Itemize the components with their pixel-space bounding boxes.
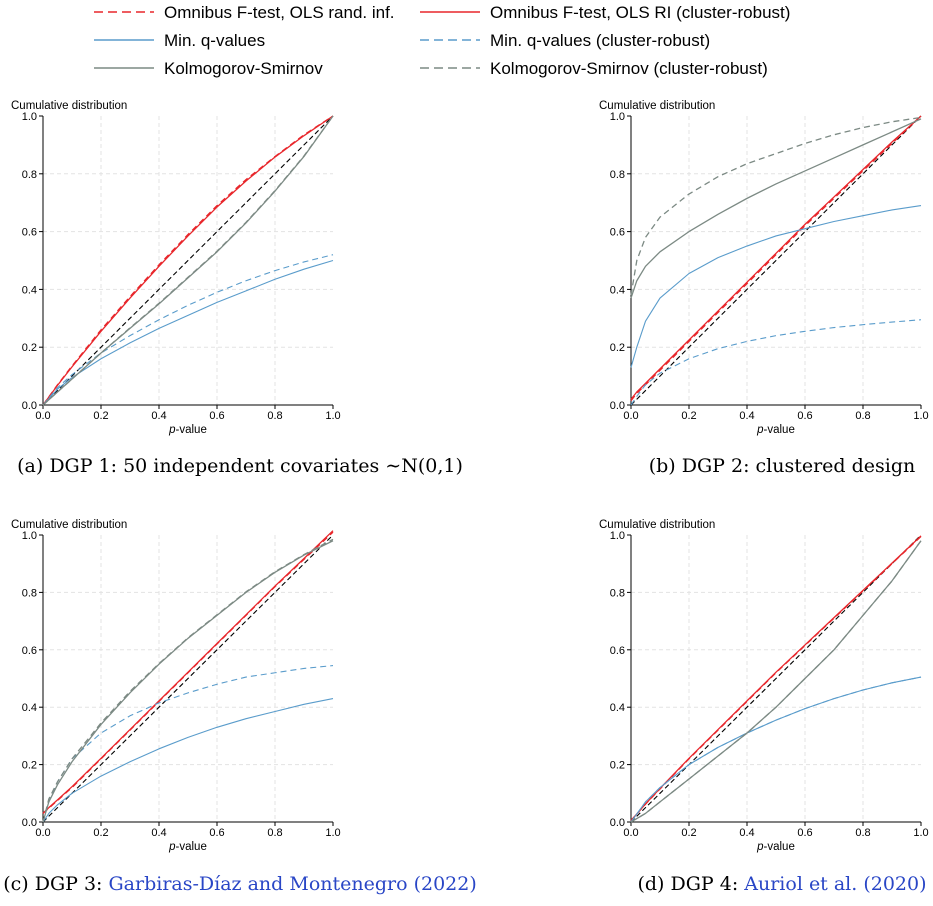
y-tick-label: 0.6 [22, 645, 37, 657]
panel-caption: (b) DGP 2: clustered design [649, 455, 916, 477]
legend-label: Kolmogorov-Smirnov [164, 59, 323, 78]
y-axis-label: Cumulative distribution [599, 519, 715, 531]
series-line-gray-dash [630, 540, 922, 823]
x-tick-label: 0.6 [209, 827, 224, 839]
y-tick-label: 0.6 [22, 227, 37, 239]
series-line-blue-solid [630, 205, 922, 368]
x-tick-label: 0.8 [267, 410, 282, 422]
x-tick-label: 1.0 [325, 827, 340, 839]
legend: Omnibus F-test, OLS rand. inf. Omnibus F-… [94, 3, 790, 78]
x-tick-label: 0.4 [151, 827, 166, 839]
chart-panel-2: 0.0 0.2 0.4 0.6 0.8 1.00.00.20.40.60.81.0Cumu… [599, 100, 929, 477]
x-tick-label: 0.4 [739, 410, 754, 422]
x-tick-label: 1.0 [913, 410, 928, 422]
citation-link[interactable]: Garbiras-Díaz and Montenegro (2022) [109, 873, 477, 895]
y-tick-label: 0.8 [610, 169, 625, 181]
series-line-gray-dash [42, 115, 334, 406]
series-line-blue-dash [630, 676, 922, 823]
panel-caption: (d) DGP 4: Auriol et al. (2020) [637, 873, 926, 895]
series-line-red-solid [630, 535, 922, 821]
x-tick-label: 0.4 [739, 827, 754, 839]
x-tick-label: 0.4 [151, 410, 166, 422]
y-tick-label: 0.8 [22, 587, 37, 599]
y-tick-label: 0.4 [610, 284, 625, 296]
series-line-diag [42, 115, 334, 406]
x-tick-label: 1.0 [325, 410, 340, 422]
y-axis-label: Cumulative distribution [11, 519, 127, 531]
x-tick-label: 0.0 [35, 410, 50, 422]
x-tick-label: 0.6 [797, 410, 812, 422]
y-tick-label: 0.0 [22, 817, 37, 829]
x-tick-label: 0.8 [267, 827, 282, 839]
x-tick-label: 0.2 [93, 827, 108, 839]
y-tick-label: 0.2 [610, 342, 625, 354]
x-tick-label: 0.2 [681, 410, 696, 422]
chart-panels: 0.0 0.2 0.4 0.6 0.8 1.00.00.20.40.60.81.0Cumu… [3, 100, 928, 895]
y-tick-label: 0.8 [610, 587, 625, 599]
chart-panel-4: 0.0 0.2 0.4 0.6 0.8 1.00.00.20.40.60.81.0Cumu… [599, 519, 929, 895]
series-line-red-solid [42, 115, 334, 406]
x-axis-label: p-value [168, 841, 207, 853]
series-line-red-solid [630, 115, 922, 400]
series-line-blue-dash [630, 319, 922, 406]
x-tick-label: 0.6 [209, 410, 224, 422]
y-tick-label: 0.4 [22, 702, 37, 714]
series-line-gray-solid [42, 540, 334, 823]
series-line-gray-solid [630, 540, 922, 823]
y-axis-label: Cumulative distribution [599, 100, 715, 112]
series-line-blue-solid [630, 676, 922, 823]
x-tick-label: 0.8 [855, 827, 870, 839]
y-tick-label: 1.0 [22, 530, 37, 542]
y-tick-label: 0.4 [22, 284, 37, 296]
x-axis-label: p-value [756, 841, 795, 853]
panel-caption: (c) DGP 3: Garbiras-Díaz and Montenegro … [3, 873, 477, 895]
chart-panel-3: 0.0 0.2 0.4 0.6 0.8 1.00.00.20.40.60.81.0Cumu… [3, 519, 477, 895]
y-tick-label: 0.0 [610, 817, 625, 829]
y-tick-label: 0.8 [22, 169, 37, 181]
x-tick-label: 1.0 [913, 827, 928, 839]
y-tick-label: 0.6 [610, 227, 625, 239]
y-tick-label: 0.6 [610, 645, 625, 657]
x-tick-label: 0.0 [623, 827, 638, 839]
y-tick-label: 0.2 [22, 760, 37, 772]
y-tick-label: 0.4 [610, 702, 625, 714]
series-line-diag [42, 534, 334, 823]
citation-link[interactable]: Auriol et al. (2020) [743, 873, 926, 895]
x-tick-label: 0.2 [93, 410, 108, 422]
panel-caption: (a) DGP 1: 50 independent covariates ∼N(… [17, 455, 463, 477]
y-axis-label: Cumulative distribution [11, 100, 127, 112]
y-tick-label: 1.0 [610, 530, 625, 542]
legend-label: Omnibus F-test, OLS RI (cluster-robust) [490, 3, 790, 22]
x-tick-label: 0.8 [855, 410, 870, 422]
series-line-blue-dash [42, 254, 334, 406]
y-tick-label: 1.0 [22, 111, 37, 123]
series-line-gray-solid [630, 118, 922, 299]
series-line-gray-dash [630, 116, 922, 296]
legend-label: Kolmogorov-Smirnov (cluster-robust) [490, 59, 768, 78]
series-line-red-solid [42, 530, 334, 814]
legend-label: Min. q-values (cluster-robust) [490, 31, 710, 50]
y-tick-label: 0.2 [22, 342, 37, 354]
chart-panel-1: 0.0 0.2 0.4 0.6 0.8 1.00.00.20.40.60.81.0Cumu… [11, 100, 463, 477]
y-tick-label: 1.0 [610, 111, 625, 123]
series-line-gray-dash [42, 538, 334, 823]
legend-label: Min. q-values [164, 31, 265, 50]
y-tick-label: 0.0 [22, 400, 37, 412]
legend-label: Omnibus F-test, OLS rand. inf. [164, 3, 395, 22]
series-line-blue-solid [42, 698, 334, 823]
x-tick-label: 0.6 [797, 827, 812, 839]
x-axis-label: p-value [756, 424, 795, 436]
x-tick-label: 0.0 [623, 410, 638, 422]
x-tick-label: 0.0 [35, 827, 50, 839]
y-tick-label: 0.0 [610, 400, 625, 412]
y-tick-label: 0.2 [610, 760, 625, 772]
series-line-blue-solid [42, 259, 334, 406]
series-line-diag [630, 115, 922, 406]
x-axis-label: p-value [168, 424, 207, 436]
x-tick-label: 0.2 [681, 827, 696, 839]
